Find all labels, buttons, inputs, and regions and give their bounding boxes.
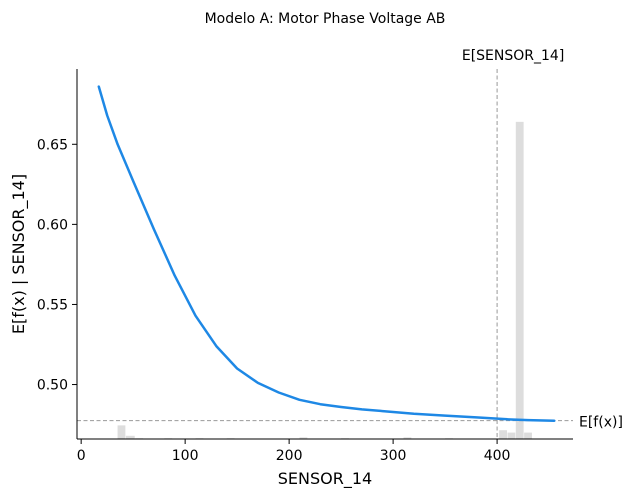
histogram	[117, 121, 532, 439]
histogram-bar	[515, 121, 524, 439]
histogram-bar	[299, 437, 308, 439]
histogram-bar	[507, 432, 516, 439]
y-tick-label: 0.55	[37, 297, 68, 313]
histogram-bar	[499, 430, 507, 439]
x-tick-label: 300	[380, 448, 407, 464]
series-layer	[97, 85, 556, 422]
axes	[76, 69, 573, 440]
histogram-bar	[125, 435, 135, 439]
x-tick-label: 100	[172, 448, 199, 464]
x-axis-title: SENSOR_14	[278, 469, 372, 489]
y-tick-label: 0.65	[37, 137, 68, 153]
y-tick-label: 0.60	[37, 217, 68, 233]
reference-lines: E[SENSOR_14] E[f(x)]	[77, 48, 623, 439]
ticks: 0 100 200 300 400 0.50 0.55 0.60 0.65	[37, 137, 511, 464]
y-axis-title: E[f(x) | SENSOR_14]	[9, 174, 29, 334]
histogram-bar	[524, 432, 532, 439]
y-tick-label: 0.50	[37, 378, 68, 394]
expected-x-label: E[SENSOR_14]	[462, 48, 564, 64]
x-tick-label: 200	[276, 448, 303, 464]
chart-title: Modelo A: Motor Phase Voltage AB	[205, 11, 446, 27]
x-tick-label: 400	[484, 448, 511, 464]
histogram-bar	[117, 425, 126, 439]
x-tick-label: 0	[77, 448, 86, 464]
series-line	[97, 85, 556, 422]
expected-fx-label: E[f(x)]	[579, 415, 623, 431]
histogram-bar	[403, 437, 412, 439]
